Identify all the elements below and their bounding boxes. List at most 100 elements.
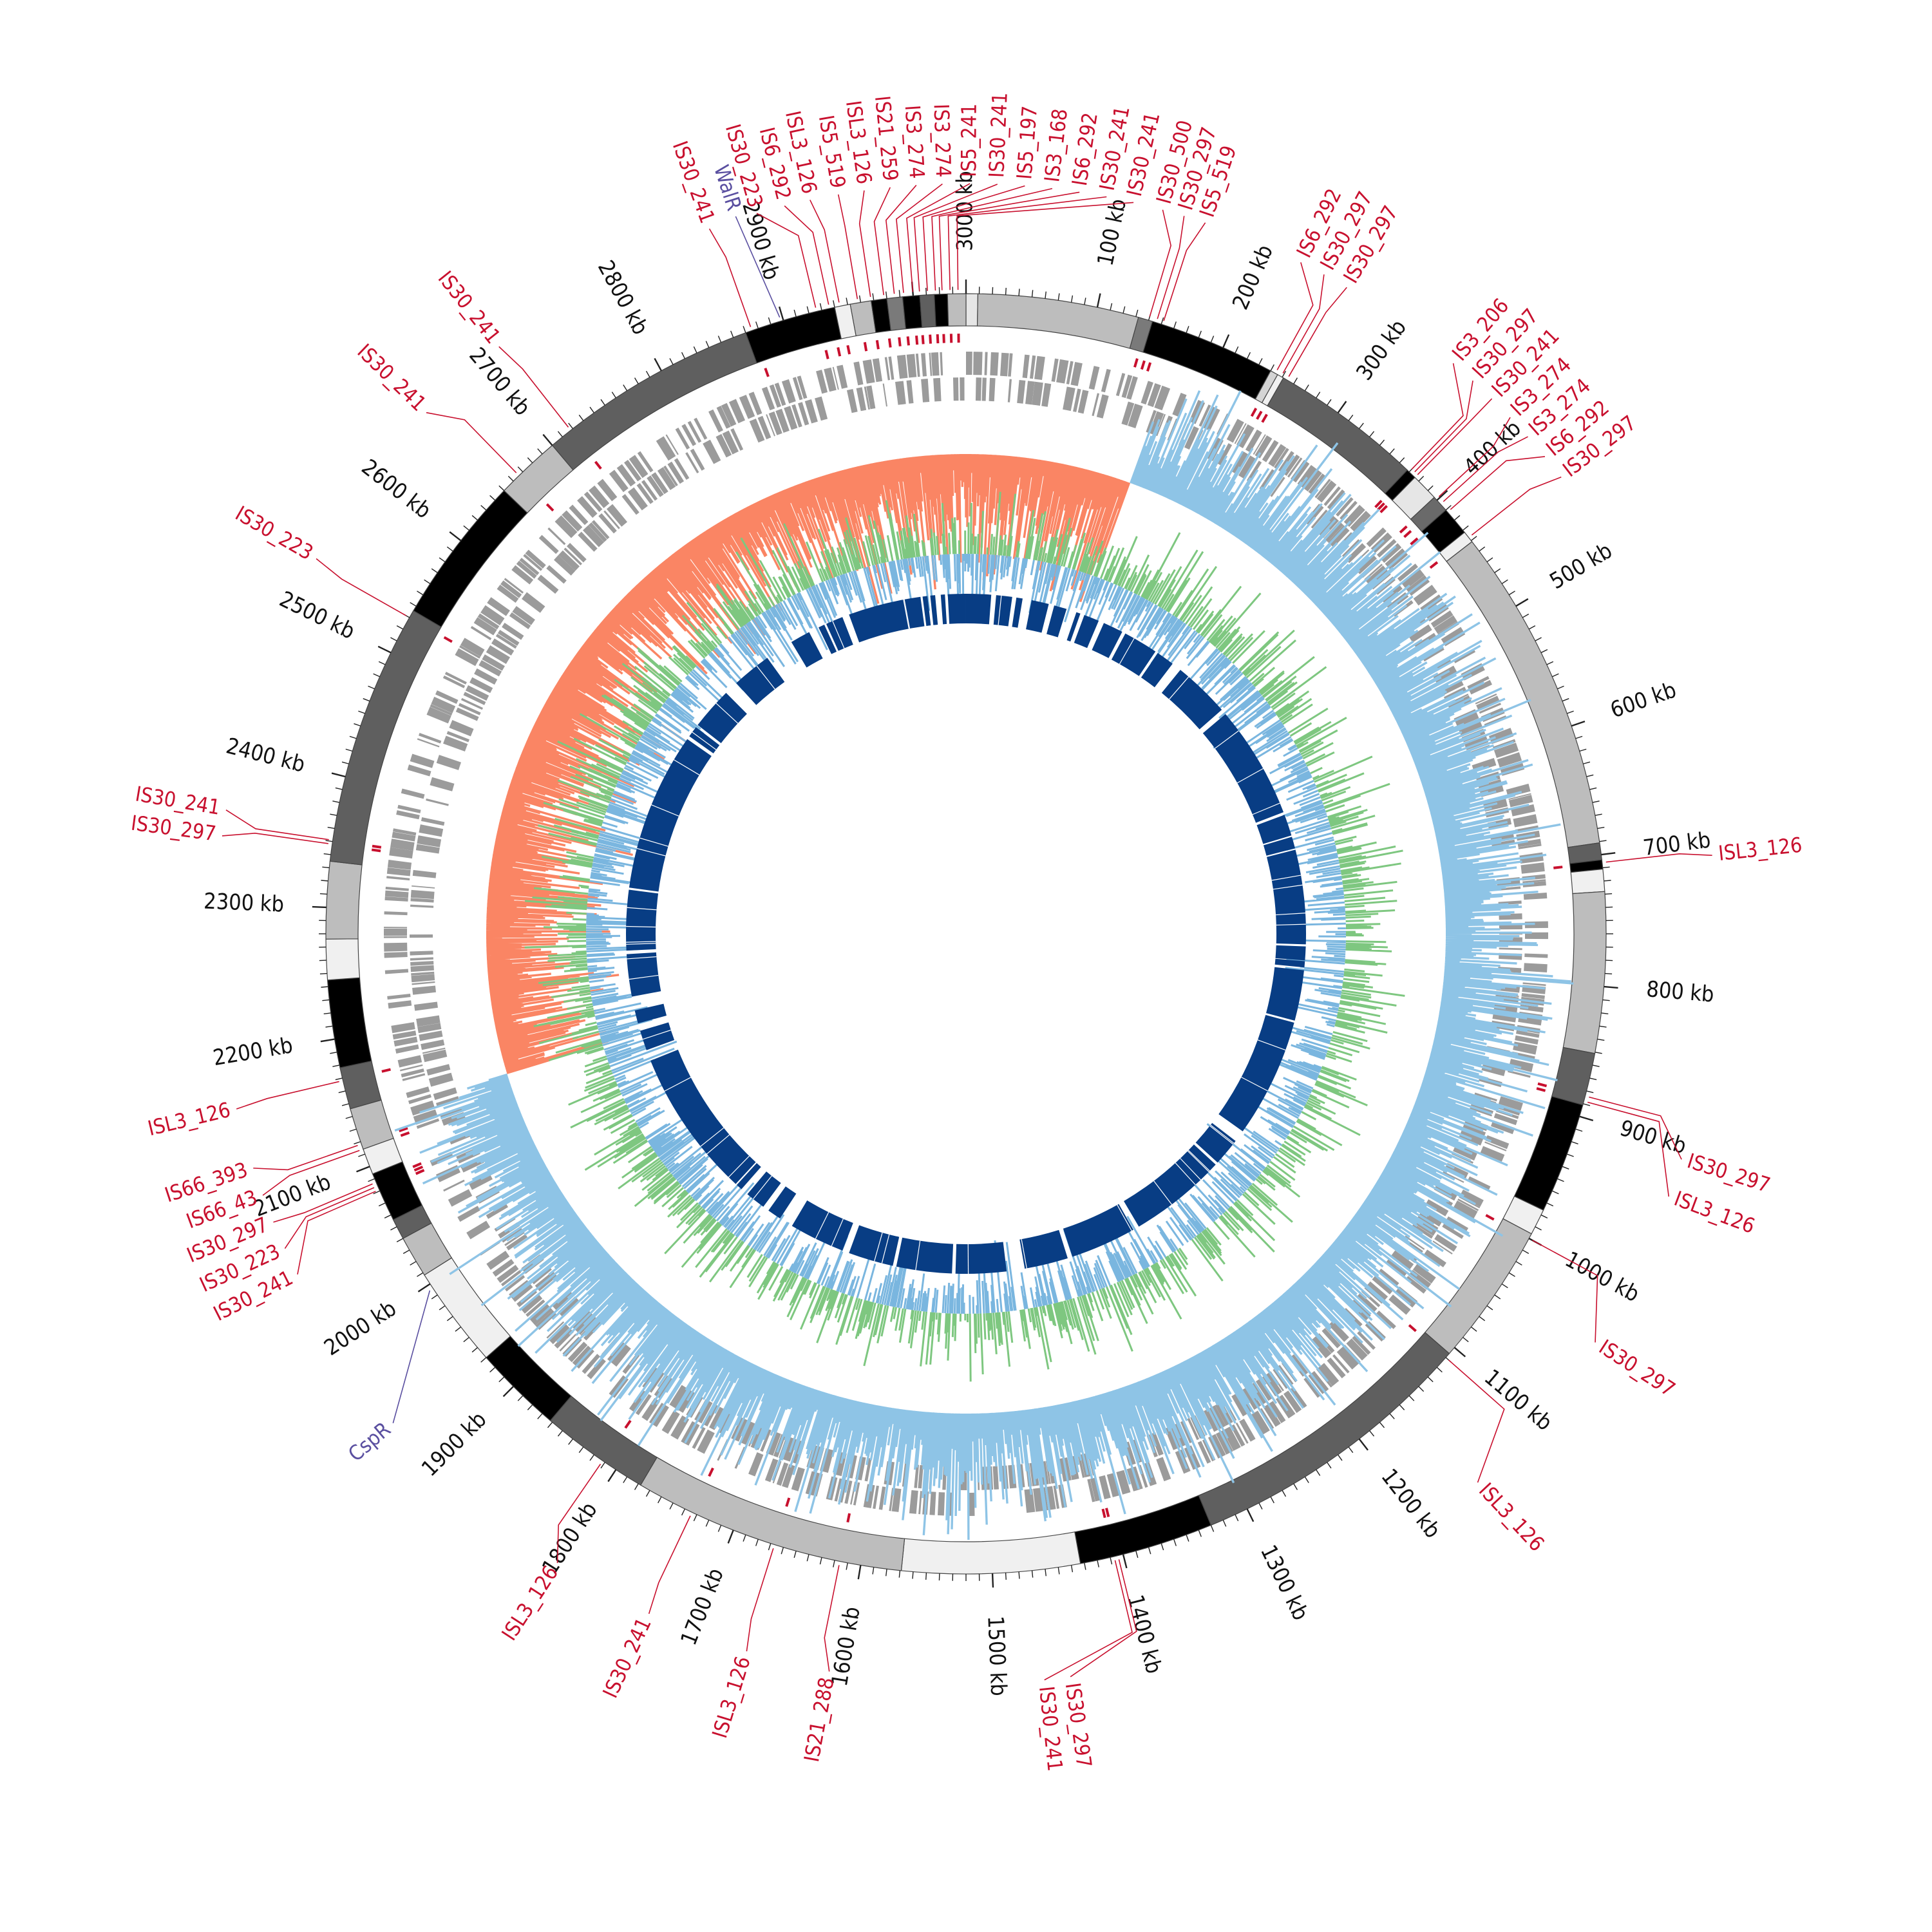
cds-feature <box>661 1410 680 1434</box>
cds-feature <box>469 1173 493 1190</box>
cds-feature <box>402 1073 426 1081</box>
core-genome-gap <box>651 804 679 817</box>
cds-feature <box>1197 1441 1211 1464</box>
is-leader-line <box>1417 398 1493 475</box>
cds-feature <box>1409 579 1430 596</box>
cds-feature <box>477 613 500 630</box>
is-leader-line <box>1411 363 1464 469</box>
scale-minor-tick <box>925 1573 927 1580</box>
scale-minor-tick <box>1379 1422 1385 1428</box>
scale-minor-tick <box>390 1226 397 1231</box>
cds-feature <box>1063 386 1075 412</box>
is-element-marker <box>1377 502 1385 511</box>
cds-feature <box>853 361 864 386</box>
core-genome-gap <box>1215 730 1239 749</box>
cds-feature <box>921 353 927 377</box>
cds-feature <box>636 482 654 504</box>
cds-feature <box>1524 953 1548 958</box>
core-genome-block <box>947 594 966 624</box>
scale-minor-tick <box>819 1557 822 1565</box>
scale-major-tick <box>991 1573 994 1588</box>
gene-label: CspR <box>343 1417 395 1466</box>
cds-feature <box>519 558 540 576</box>
cds-feature <box>1198 404 1211 427</box>
cds-feature <box>1442 1224 1464 1239</box>
gene-leader-line <box>392 1290 431 1424</box>
is-element-label: IS30_241 <box>984 92 1012 178</box>
cds-feature <box>1226 419 1244 443</box>
cds-feature <box>509 1280 529 1296</box>
cds-feature <box>385 886 409 891</box>
is-element-marker <box>875 340 880 350</box>
scale-minor-tick <box>1293 1483 1298 1490</box>
scale-minor-tick <box>568 1438 574 1445</box>
cds-feature <box>641 480 658 501</box>
scale-major-tick <box>1122 1554 1128 1569</box>
cds-feature <box>709 1406 725 1430</box>
cds-feature <box>872 358 883 383</box>
is-element-marker <box>1399 525 1408 534</box>
cds-feature <box>1217 443 1233 466</box>
scale-major-tick <box>1601 852 1616 856</box>
cds-feature <box>466 1220 491 1240</box>
cds-feature <box>1513 1041 1538 1055</box>
core-genome-block <box>930 595 938 625</box>
is-leader-line <box>896 183 943 293</box>
cds-feature <box>866 385 876 410</box>
scale-major-tick <box>727 1530 734 1544</box>
cds-feature <box>391 1022 415 1034</box>
scale-major-tick <box>320 1038 335 1043</box>
cds-feature <box>1151 1432 1164 1456</box>
is-leader-line <box>297 1191 376 1275</box>
cds-feature <box>1493 743 1519 758</box>
core-genome-block <box>1046 605 1067 638</box>
scale-tick-label: 100 kb <box>1092 196 1132 268</box>
cds-feature <box>1245 430 1262 453</box>
is-leader-line <box>648 1515 691 1615</box>
core-genome-block <box>791 632 823 668</box>
scale-minor-tick <box>730 330 734 338</box>
scale-minor-tick <box>1470 1326 1477 1332</box>
cds-feature <box>1239 1419 1256 1442</box>
cds-feature <box>1470 1107 1493 1117</box>
is-element-label: IS30_241 <box>353 339 431 416</box>
scale-minor-tick <box>431 1294 438 1300</box>
cds-feature <box>1493 1113 1518 1126</box>
scale-minor-tick <box>1235 346 1239 354</box>
is-leader-line <box>236 1081 339 1110</box>
scale-tick-label: 300 kb <box>1351 315 1412 385</box>
scale-minor-tick <box>1338 1454 1343 1461</box>
is-element-label: IS21_288 <box>799 1675 839 1763</box>
is-element-label: ISL3_126 <box>1474 1478 1549 1556</box>
scale-minor-tick <box>325 840 333 842</box>
cds-feature <box>410 753 435 768</box>
scale-minor-tick <box>345 748 353 752</box>
contig-segment <box>947 293 967 327</box>
cds-feature <box>915 354 920 377</box>
scale-minor-tick <box>378 1202 386 1207</box>
cds-feature <box>417 1023 442 1034</box>
scale-tick-label: 200 kb <box>1227 241 1278 313</box>
cds-feature <box>384 952 408 958</box>
core-genome-gap <box>815 1211 829 1239</box>
core-genome-block <box>639 1022 675 1050</box>
scale-minor-tick <box>358 710 365 714</box>
scale-minor-tick <box>1463 525 1469 531</box>
scale-minor-tick <box>925 287 927 295</box>
cds-feature <box>491 638 515 656</box>
is-leader-line <box>1288 287 1347 377</box>
cds-feature <box>443 1179 465 1192</box>
cds-feature <box>554 554 576 576</box>
scale-tick-label: 2000 kb <box>319 1296 401 1361</box>
scale-minor-tick <box>705 341 710 348</box>
cds-feature <box>1323 486 1341 506</box>
cds-feature <box>417 738 440 748</box>
cds-feature <box>458 703 481 715</box>
cds-feature <box>417 835 442 848</box>
is-element-marker <box>846 1513 851 1523</box>
cds-feature <box>1469 679 1492 695</box>
cds-feature <box>558 550 580 571</box>
scale-minor-tick <box>527 457 533 464</box>
scale-minor-tick <box>611 392 616 399</box>
scale-minor-tick <box>1316 1469 1321 1476</box>
